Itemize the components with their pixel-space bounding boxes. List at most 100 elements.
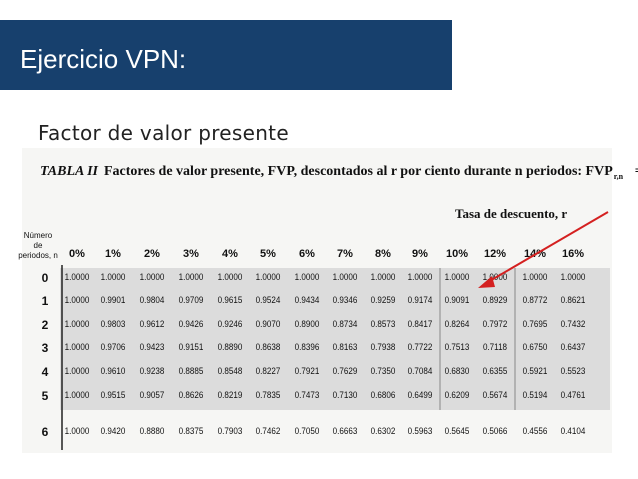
- arrow-head: [478, 276, 495, 288]
- table-caption: Factores de valor presente, FVP, descont…: [104, 164, 613, 179]
- cell: 0.9803: [100, 319, 126, 330]
- cell: 0.8227: [255, 366, 281, 377]
- cell: 0.9174: [407, 295, 433, 306]
- cell: 1.0000: [178, 272, 204, 283]
- cell: 0.9610: [100, 366, 126, 377]
- cell: 0.9804: [139, 295, 165, 306]
- cell: 0.8417: [407, 319, 433, 330]
- cell: 0.6806: [370, 390, 396, 401]
- cell: 1.0000: [64, 426, 90, 437]
- cell: 0.6355: [482, 366, 508, 377]
- cell: 1.0000: [522, 272, 548, 283]
- cell: 0.9259: [370, 295, 396, 306]
- cell: 0.5523: [560, 366, 586, 377]
- cell: 0.8163: [332, 342, 358, 353]
- cell: 0.4104: [560, 426, 586, 437]
- slide-title: Ejercicio VPN:: [20, 44, 187, 74]
- cell: 0.5194: [522, 390, 548, 401]
- cell: 0.8573: [370, 319, 396, 330]
- row-number: 2: [41, 318, 49, 332]
- cell: 0.7972: [482, 319, 508, 330]
- cell: 0.5674: [482, 390, 508, 401]
- cell: 0.7130: [332, 390, 358, 401]
- table-caption-sub: r,n: [613, 172, 624, 181]
- arrow: [487, 211, 609, 283]
- cell: 1.0000: [64, 366, 90, 377]
- cell: 0.9709: [178, 295, 204, 306]
- column-header: 12%: [483, 248, 507, 260]
- cell: 0.8264: [444, 319, 470, 330]
- cell: 0.6209: [444, 390, 470, 401]
- cell: 1.0000: [64, 295, 90, 306]
- cell: 0.9091: [444, 295, 470, 306]
- subtitle: Factor de valor presente: [38, 121, 289, 145]
- cell: 0.7938: [370, 342, 396, 353]
- column-header: 3%: [183, 248, 199, 260]
- cell: 0.9515: [100, 390, 126, 401]
- cell: 0.9434: [294, 295, 320, 306]
- cell: 0.9246: [217, 319, 243, 330]
- column-header: 8%: [375, 248, 391, 260]
- row-header: periodos, n: [18, 251, 58, 260]
- cell: 0.9901: [100, 295, 126, 306]
- header-bar: Ejercicio VPN:: [0, 20, 452, 90]
- column-header: 4%: [222, 248, 238, 260]
- cell: 0.8626: [178, 390, 204, 401]
- cell: 0.7513: [444, 342, 470, 353]
- cell: 0.8375: [178, 426, 204, 437]
- cell: 0.7432: [560, 319, 586, 330]
- table-label: TABLA II: [40, 164, 98, 179]
- column-header: 10%: [445, 248, 469, 260]
- cell: 0.7629: [332, 366, 358, 377]
- cell: 0.9612: [139, 319, 165, 330]
- cell: 0.4556: [522, 426, 548, 437]
- row-number: 0: [41, 271, 49, 285]
- cell: 0.8734: [332, 319, 358, 330]
- cell: 0.6437: [560, 342, 586, 353]
- cell: 0.8621: [560, 295, 586, 306]
- row-number: 3: [41, 341, 49, 355]
- cell: 1.0000: [255, 272, 281, 283]
- cell: 1.0000: [407, 272, 433, 283]
- cell: 0.8219: [217, 390, 243, 401]
- cell: 1.0000: [64, 390, 90, 401]
- cell: 0.7921: [294, 366, 320, 377]
- cell: 1.0000: [139, 272, 165, 283]
- cell: 0.5645: [444, 426, 470, 437]
- row-number: 5: [41, 389, 49, 403]
- cell: 0.4761: [560, 390, 586, 401]
- column-header: 16%: [561, 248, 585, 260]
- cell: 0.9423: [139, 342, 165, 353]
- cell: 0.8396: [294, 342, 320, 353]
- cell: 0.9238: [139, 366, 165, 377]
- cell: 0.9346: [332, 295, 358, 306]
- cell: 0.8900: [294, 319, 320, 330]
- cell: 0.6499: [407, 390, 433, 401]
- cell: 0.5066: [482, 426, 508, 437]
- cell: 0.8638: [255, 342, 281, 353]
- cell: 1.0000: [370, 272, 396, 283]
- cell: 1.0000: [100, 272, 126, 283]
- cell: 0.7903: [217, 426, 243, 437]
- cell: 1.0000: [294, 272, 320, 283]
- cell: 0.8890: [217, 342, 243, 353]
- cell: 0.9151: [178, 342, 204, 353]
- cell: 0.7118: [482, 342, 508, 353]
- cell: 1.0000: [332, 272, 358, 283]
- column-header: 7%: [337, 248, 353, 260]
- cell: 0.5963: [407, 426, 433, 437]
- cell: 1.0000: [64, 272, 90, 283]
- cell: 0.9615: [217, 295, 243, 306]
- cell: 0.7695: [522, 319, 548, 330]
- row-header: Número: [23, 231, 53, 240]
- cell: 1.0000: [217, 272, 243, 283]
- cell: 0.6830: [444, 366, 470, 377]
- column-header: 5%: [260, 248, 276, 260]
- row-header: de: [33, 241, 43, 250]
- cell: 0.7835: [255, 390, 281, 401]
- row-number: 6: [41, 425, 49, 439]
- cell: 0.7473: [294, 390, 320, 401]
- cell: 0.8772: [522, 295, 548, 306]
- cell: 0.8929: [482, 295, 508, 306]
